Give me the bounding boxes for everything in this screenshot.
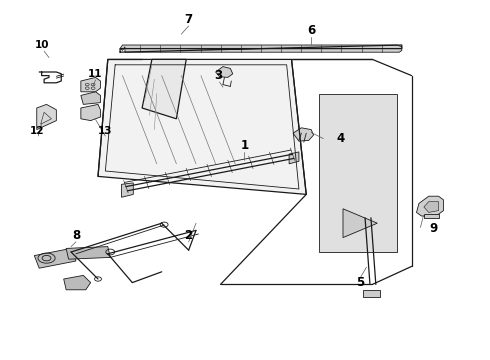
Text: 10: 10 [34, 40, 49, 50]
Polygon shape [37, 104, 56, 130]
Polygon shape [98, 59, 306, 194]
Text: 8: 8 [72, 229, 80, 242]
Polygon shape [142, 59, 186, 119]
Polygon shape [81, 92, 100, 104]
Polygon shape [289, 152, 299, 164]
Polygon shape [318, 94, 397, 252]
Polygon shape [64, 275, 91, 290]
Polygon shape [424, 214, 439, 218]
Polygon shape [363, 290, 380, 297]
Text: 4: 4 [337, 132, 344, 145]
Text: 9: 9 [430, 222, 438, 235]
Text: 12: 12 [29, 126, 44, 136]
Text: 7: 7 [185, 13, 193, 26]
Text: 13: 13 [98, 126, 113, 136]
Polygon shape [81, 104, 100, 121]
Polygon shape [81, 77, 100, 92]
Text: 6: 6 [307, 24, 315, 37]
Polygon shape [216, 67, 233, 77]
Text: 3: 3 [214, 69, 222, 82]
Polygon shape [416, 196, 443, 216]
Polygon shape [343, 209, 377, 238]
Text: 5: 5 [356, 276, 364, 289]
Text: 2: 2 [185, 229, 193, 242]
Polygon shape [66, 247, 110, 259]
Polygon shape [424, 202, 439, 212]
Polygon shape [122, 183, 133, 197]
Text: 1: 1 [241, 139, 249, 152]
Text: 11: 11 [88, 69, 103, 79]
Polygon shape [120, 45, 402, 52]
Polygon shape [293, 128, 314, 141]
Polygon shape [34, 248, 76, 268]
